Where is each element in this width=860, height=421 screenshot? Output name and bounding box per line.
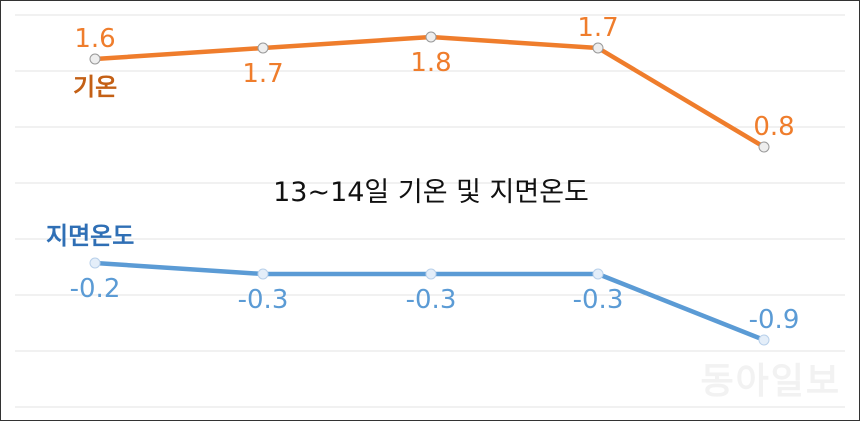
series-label-ground: 지면온도 [46,222,134,250]
data-label: -0.2 [70,274,121,304]
data-label: -0.3 [573,285,624,315]
data-point [592,42,604,54]
data-point [89,53,101,65]
chart-title: 13~14일 기온 및 지면온도 [273,177,589,208]
data-label: -0.3 [406,285,457,315]
data-point [257,268,269,280]
data-point [425,268,437,280]
data-label: 1.7 [242,59,283,89]
data-label: -0.9 [749,305,800,335]
series-layer: 1.6 1.7 1.8 1.7 0.8 -0.2 -0.3 -0.3 -0.3 -0.9 [70,13,800,346]
data-label: -0.3 [238,285,289,315]
data-point [592,268,604,280]
data-label: 1.8 [410,48,451,78]
series-label-temperature: 기온 [73,73,117,101]
data-point [89,257,101,269]
data-label: 0.8 [753,112,794,142]
data-point [425,31,437,43]
data-point [758,141,770,153]
data-point [758,334,770,346]
data-label: 1.7 [577,13,618,43]
gridlines [15,14,845,408]
data-label: 1.6 [74,24,115,54]
data-point [257,42,269,54]
watermark: 동아일보 [701,361,841,402]
